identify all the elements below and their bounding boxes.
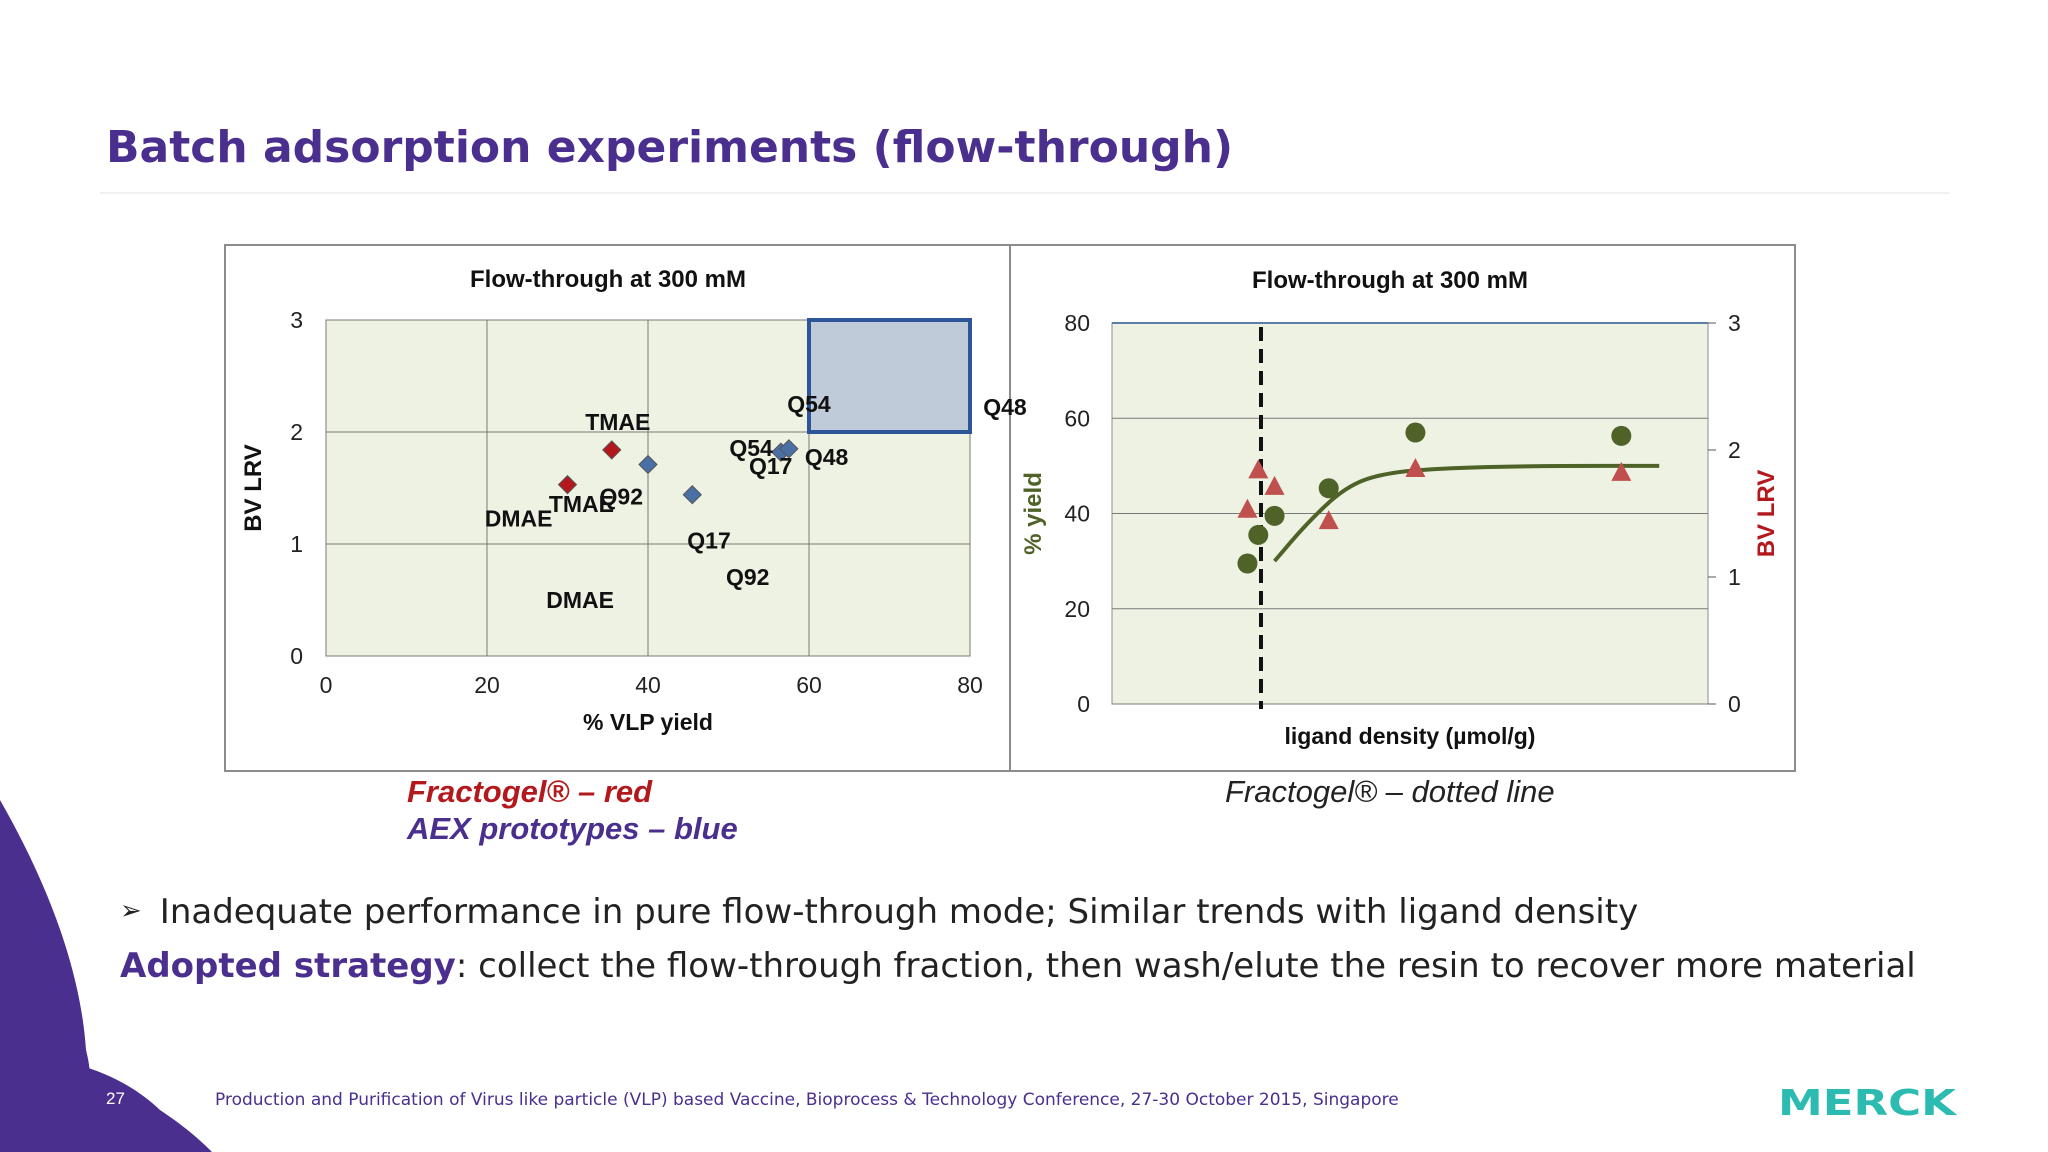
right-y-tick-label: 20 xyxy=(1064,596,1090,622)
right-y2-tick-label: 0 xyxy=(1728,691,1741,717)
arrow-bullet-icon: ➢ xyxy=(120,896,142,926)
right-point-label: Q17 xyxy=(749,453,792,479)
left-point-label: TMAE xyxy=(585,409,650,435)
right-point-label: Q48 xyxy=(983,394,1027,420)
strategy-line: Adopted strategy: collect the flow-throu… xyxy=(120,946,1916,986)
left-point-label: Q54 xyxy=(729,435,773,461)
title-divider xyxy=(100,192,1950,194)
right-x-axis-label: ligand density (µmol/g) xyxy=(1285,723,1536,749)
lrv-triangle-marker xyxy=(1248,459,1269,479)
merck-logo: MERCK xyxy=(1778,1083,1957,1122)
bullet-1-text: Inadequate performance in pure flow-thro… xyxy=(159,892,1639,932)
strategy-label: Adopted strategy xyxy=(120,946,456,986)
right-point-label: Q54 xyxy=(787,391,831,417)
lrv-triangle-marker xyxy=(1611,461,1632,481)
yield-circle-marker xyxy=(1405,422,1426,443)
yield-circle-marker xyxy=(1318,478,1339,499)
left-y-tick-label: 1 xyxy=(290,531,303,557)
left-data-point xyxy=(638,454,658,475)
strategy-text: : collect the flow-through fraction, the… xyxy=(455,946,1916,986)
lrv-triangle-marker xyxy=(1405,458,1426,478)
page-number: 27 xyxy=(106,1089,125,1108)
left-data-point xyxy=(682,485,702,505)
left-point-label: Q92 xyxy=(600,483,643,509)
right-point-label: Q92 xyxy=(726,564,769,590)
left-x-tick-label: 0 xyxy=(320,672,333,698)
chart-left-title: Flow-through at 300 mM xyxy=(470,266,746,293)
yield-trend-line xyxy=(1273,463,1660,563)
left-point-label: Q48 xyxy=(805,444,849,470)
bullet-1: ➢ Inadequate performance in pure flow-thr… xyxy=(120,892,1638,932)
left-point-label: DMAE xyxy=(485,506,553,532)
yield-circle-marker xyxy=(1248,524,1269,545)
merck-logo-text: MERCK xyxy=(1778,1083,1957,1122)
lrv-triangle-marker xyxy=(1237,498,1258,518)
yield-circle-marker xyxy=(1237,553,1258,574)
left-x-tick-label: 60 xyxy=(796,672,822,698)
slide-title: Batch adsorption experiments (flow-throu… xyxy=(106,122,1234,173)
lrv-triangle-marker xyxy=(1264,475,1285,495)
right-point-label: DMAE xyxy=(546,587,614,613)
left-x-tick-label: 20 xyxy=(474,672,500,698)
footer-text: Production and Purification of Virus lik… xyxy=(215,1090,1399,1110)
right-y2-axis-label: BV LRV xyxy=(1753,470,1780,558)
left-y-tick-label: 0 xyxy=(290,643,303,669)
left-data-point xyxy=(779,439,799,459)
chart-right-title: Flow-through at 300 mM xyxy=(1252,267,1528,294)
right-y-tick-label: 60 xyxy=(1064,405,1090,431)
right-y-axis-label: % yield xyxy=(1020,472,1047,555)
left-data-point xyxy=(602,440,622,460)
right-y2-tick-label: 1 xyxy=(1728,564,1741,590)
purple-decoration xyxy=(0,800,212,1152)
yield-circle-marker xyxy=(1264,505,1285,526)
left-x-tick-label: 40 xyxy=(635,672,661,698)
right-point-label: TMAE xyxy=(549,491,614,517)
yield-circle-marker xyxy=(1611,425,1632,446)
caption-fractogel-red: Fractogel® – red xyxy=(407,774,653,809)
right-y-tick-label: 0 xyxy=(1077,691,1090,717)
charts-panel: Flow-through at 300 mM Flow-through at 3… xyxy=(224,244,1796,772)
left-data-point xyxy=(557,474,578,495)
caption-aex-blue: AEX prototypes – blue xyxy=(407,811,738,846)
left-target-region xyxy=(807,318,972,434)
right-y2-tick-label: 3 xyxy=(1728,310,1741,336)
caption-fractogel-dotted: Fractogel® – dotted line xyxy=(1225,774,1555,809)
left-point-label: Q17 xyxy=(687,528,730,554)
left-x-tick-label: 80 xyxy=(957,672,983,698)
right-y2-tick-label: 2 xyxy=(1728,437,1741,463)
left-x-axis-label: % VLP yield xyxy=(583,709,713,735)
charts-divider xyxy=(1009,246,1011,770)
right-y-tick-label: 80 xyxy=(1064,310,1090,336)
left-y-tick-label: 3 xyxy=(290,307,303,333)
left-y-axis-label: BV LRV xyxy=(240,444,267,532)
lrv-triangle-marker xyxy=(1318,510,1339,530)
left-y-tick-label: 2 xyxy=(290,419,303,445)
right-y-tick-label: 40 xyxy=(1064,501,1090,527)
